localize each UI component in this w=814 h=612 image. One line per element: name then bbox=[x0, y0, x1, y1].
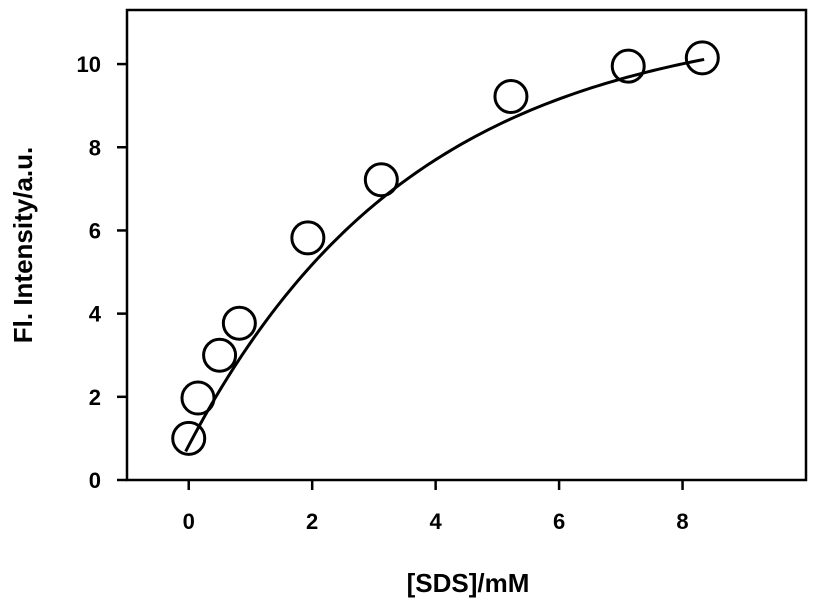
x-axis-ticks: 0 2 4 6 8 bbox=[183, 480, 689, 534]
y-tick-label: 10 bbox=[77, 52, 101, 77]
data-point bbox=[290, 220, 326, 256]
data-point bbox=[363, 162, 399, 198]
y-tick-label: 0 bbox=[89, 468, 101, 493]
x-axis-label: [SDS]/mM bbox=[407, 568, 530, 598]
y-tick-label: 4 bbox=[89, 302, 102, 327]
y-tick-label: 6 bbox=[89, 218, 101, 243]
y-tick-label: 8 bbox=[89, 135, 101, 160]
data-points bbox=[171, 40, 720, 456]
data-point bbox=[610, 48, 646, 84]
y-axis-ticks: 0 2 4 6 8 10 bbox=[77, 52, 127, 493]
x-tick-label: 0 bbox=[183, 509, 195, 534]
data-point bbox=[684, 40, 720, 76]
data-point bbox=[202, 337, 238, 373]
data-point bbox=[180, 380, 216, 416]
data-point bbox=[171, 420, 207, 456]
y-tick-label: 2 bbox=[89, 385, 101, 410]
x-tick-label: 6 bbox=[553, 509, 565, 534]
plot-frame bbox=[125, 8, 808, 482]
x-tick-label: 8 bbox=[676, 509, 688, 534]
y-axis-label: Fl. Intensity/a.u. bbox=[8, 147, 38, 343]
data-point bbox=[493, 79, 529, 115]
x-tick-label: 2 bbox=[306, 509, 318, 534]
data-point bbox=[221, 305, 257, 341]
x-tick-label: 4 bbox=[430, 509, 443, 534]
fit-curve bbox=[184, 57, 705, 453]
